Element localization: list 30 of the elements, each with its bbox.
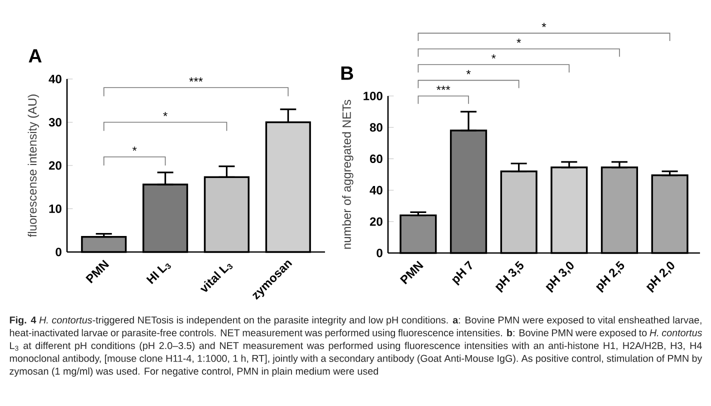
text: Fig. 4 H. contortus-triggered NETosis is independent on the parasite integrity and low pH conditions. a: Bovine PMN were exposed to vital ensheathed larvae, heat-inactivated larvae or parasite-free controls. NET measurement was performed using fluorescence intensities. b: Bovine PMN were exposed to H. contortus L$_{3}$ at different pH conditions (pH 2.0–3.5) and NET measurement was performed using fluorescence intensities with an anti-histone H1, H2A/H2B, H3, H4 monoclonal antibody, [mouse clone H11-4, 1:1000, 1 h, RT], jointly with a secondary antibody (Goat Anti-Mouse IgG). As positive control, stimulation of PMN by zymosan (1 mg/ml) was used. For negative control, PMN in plain medium were used [10, 316, 702, 377]
y-tick-label: 100 [364, 92, 382, 100]
y-tick-label: 20 [370, 217, 382, 226]
x-tick-label: pH 2,0 [646, 262, 674, 293]
x-tick-label: pH 7 [452, 260, 472, 286]
y-tick-label: 0 [376, 248, 382, 258]
x-tick-label: pH 3,0 [546, 262, 574, 293]
chart-title: B [341, 66, 354, 80]
y-tick-label: 10 [49, 204, 62, 213]
annotation: * [163, 112, 168, 116]
y-tick-label: 0 [56, 248, 62, 256]
y-tick-label: 30 [48, 118, 62, 126]
text: *** [436, 86, 450, 90]
annotation: * [132, 146, 137, 151]
text: * [466, 70, 471, 74]
x-tick-label: pH 2,5 [596, 260, 624, 293]
y-tick-label: 20 [48, 161, 62, 170]
text: * [542, 22, 546, 28]
y-axis-title: number of aggregated NETs [342, 100, 354, 249]
y-tick-label: 40 [370, 186, 382, 194]
x-tick-label: pH 3,5 [495, 260, 524, 293]
text: * [492, 54, 496, 59]
y-tick-label: 40 [48, 74, 62, 84]
text: * [516, 38, 521, 43]
y-axis-title: fluorescense intensity (AU) [28, 94, 39, 238]
y-tick-label: 60 [370, 154, 382, 164]
x-tick-label: HI L$_{3}$ [146, 264, 171, 284]
chart-title: A [28, 49, 42, 62]
y-tick-label: 80 [370, 123, 382, 132]
annotation: *** [189, 77, 203, 82]
